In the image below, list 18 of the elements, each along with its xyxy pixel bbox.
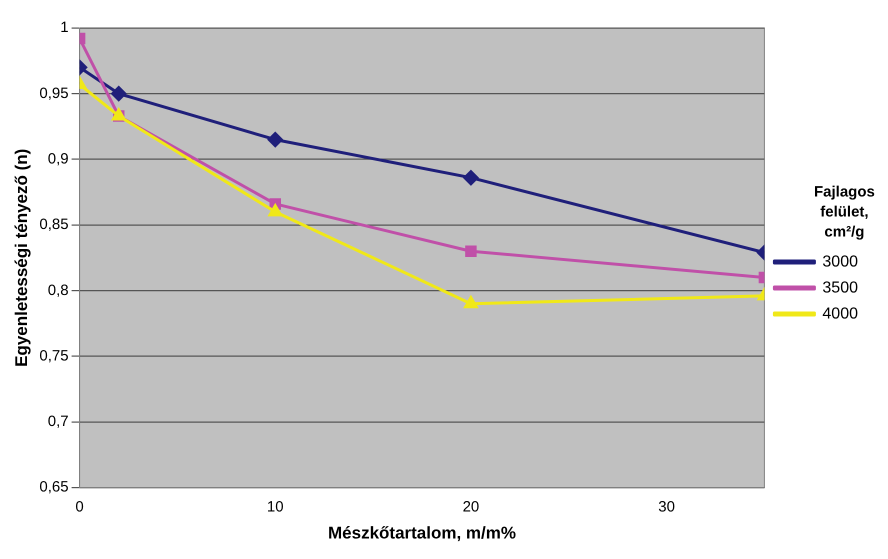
x-tick-label: 20 bbox=[462, 498, 480, 516]
y-tick-label: 0,9 bbox=[48, 150, 69, 168]
y-tick-label: 0,7 bbox=[48, 413, 69, 430]
x-tick-label: 0 bbox=[75, 498, 84, 516]
legend-title: Fajlagos felület, cm²/g bbox=[814, 184, 875, 241]
x-axis-title: Mészkőtartalom, m/m% bbox=[328, 523, 516, 542]
y-axis-title: Egyenletességi tényező (n) bbox=[12, 148, 31, 367]
legend-label: 3000 bbox=[822, 253, 858, 270]
y-tick-label: 0,75 bbox=[39, 347, 69, 364]
y-tick-label: 0,65 bbox=[39, 478, 69, 496]
x-tick-label: 10 bbox=[266, 498, 284, 516]
legend-label: 3500 bbox=[822, 279, 858, 296]
y-tick-label: 0,8 bbox=[48, 282, 69, 299]
y-tick-label: 1 bbox=[60, 19, 69, 36]
legend-label: 4000 bbox=[822, 305, 858, 322]
y-tick-label: 0,85 bbox=[39, 216, 69, 234]
y-tick-label: 0,95 bbox=[39, 84, 69, 102]
x-tick-label: 30 bbox=[658, 498, 675, 516]
